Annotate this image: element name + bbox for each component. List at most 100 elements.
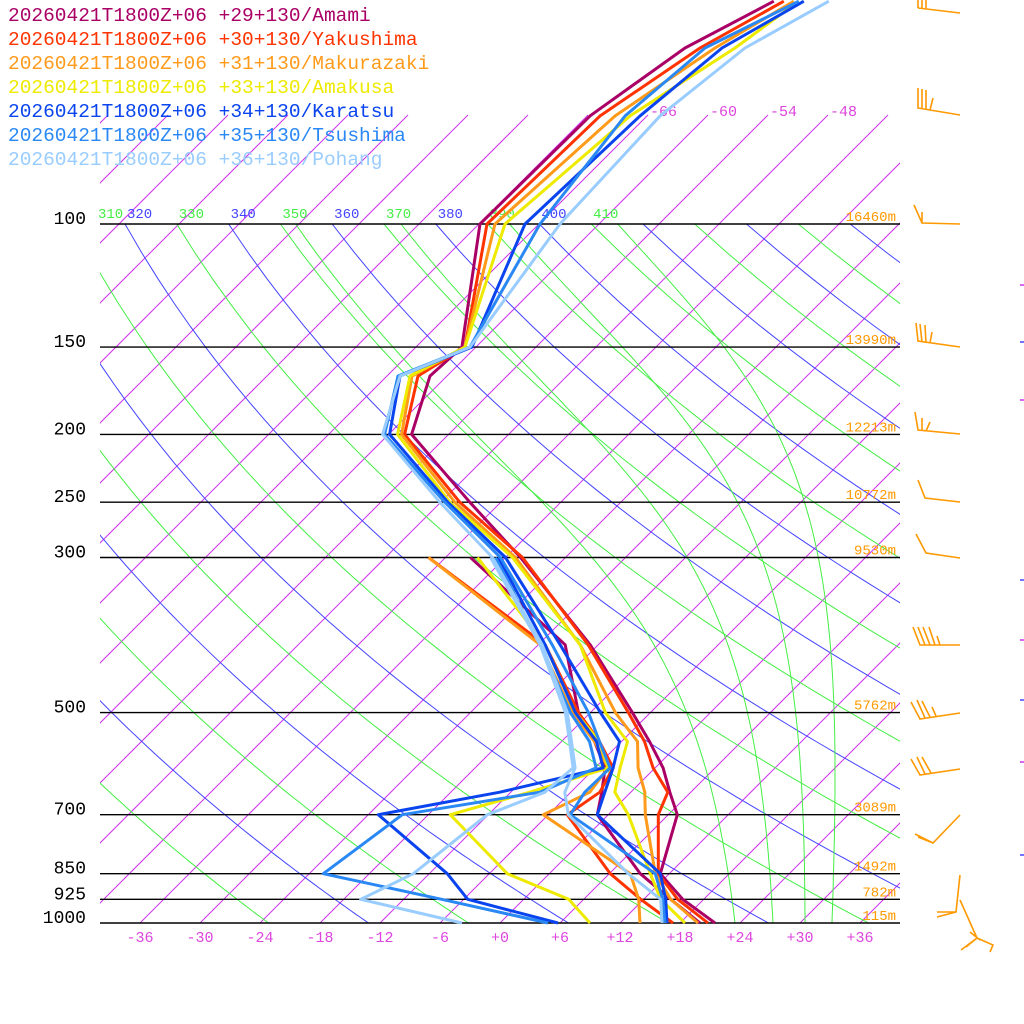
height-label: 782m xyxy=(862,885,896,901)
isotherm-line xyxy=(100,114,469,484)
x-tick-label: +18 xyxy=(666,930,693,947)
wind-barb-icon xyxy=(910,756,961,776)
pressure-label: 700 xyxy=(54,801,86,821)
pressure-label: 250 xyxy=(54,488,86,508)
isotherm-line xyxy=(100,114,769,784)
isotherm-label: -48 xyxy=(830,104,857,121)
isotherm-label: -54 xyxy=(770,104,797,121)
pressure-label: 100 xyxy=(54,210,86,230)
dewpoint-line-amami xyxy=(469,556,701,925)
height-label: 13990m xyxy=(846,333,896,349)
theta-label: 400 xyxy=(541,207,566,223)
dry-adiabat-line xyxy=(849,223,900,264)
pressure-label: 1000 xyxy=(43,909,86,929)
legend-item-yakushima: 20260421T1800Z+06 +30+130/Yakushima xyxy=(8,29,418,51)
temperature-line-makurazaki xyxy=(400,0,795,925)
theta-label: 330 xyxy=(179,207,204,223)
edge-ticks xyxy=(1020,284,1024,856)
wind-barb-icon xyxy=(914,814,961,844)
x-tick-label: +12 xyxy=(606,930,633,947)
pressure-label: 850 xyxy=(54,860,86,880)
moist-adiabat-line xyxy=(400,223,774,923)
theta-label: 340 xyxy=(231,207,256,223)
x-tick-label: -6 xyxy=(431,930,449,947)
pressure-label: 150 xyxy=(54,333,86,353)
theta-label: 350 xyxy=(282,207,307,223)
wind-barb-icon xyxy=(936,874,961,918)
x-tick-label: +24 xyxy=(726,930,753,947)
theta-labels: 310 320 330 340 350 360 370 380 390 400 410 xyxy=(98,207,618,223)
moist-adiabat-line xyxy=(617,223,836,923)
isotherm-line xyxy=(439,462,900,923)
isotherm-line xyxy=(100,114,229,244)
height-label: 3089m xyxy=(854,801,896,817)
x-tick-label: -36 xyxy=(126,930,153,947)
dry-adiabat-line xyxy=(746,223,900,346)
isotherm-line xyxy=(679,702,900,923)
theta-label: 410 xyxy=(593,207,618,223)
legend: 20260421T1800Z+06 +29+130/Amami 20260421… xyxy=(8,4,429,172)
pressure-label: 300 xyxy=(54,544,86,564)
theta-label: 360 xyxy=(334,207,359,223)
height-label: 5762m xyxy=(854,699,896,715)
x-tick-label: -12 xyxy=(366,930,393,947)
dry-adiabat-line xyxy=(797,223,900,305)
dewpoint-line-pohang xyxy=(359,556,575,925)
x-tick-label: -30 xyxy=(186,930,213,947)
dry-adiabat-line xyxy=(642,223,900,429)
wind-barbs xyxy=(910,0,995,953)
isotherm-line xyxy=(559,582,900,923)
temperature-line-tsushima xyxy=(383,0,800,924)
isotherm-line xyxy=(619,642,900,923)
x-tick-label: +0 xyxy=(491,930,509,947)
legend-item-amakusa: 20260421T1800Z+06 +33+130/Amakusa xyxy=(8,77,395,99)
x-tick-label: -18 xyxy=(306,930,333,947)
wind-barb-icon xyxy=(917,88,961,116)
theta-label: 320 xyxy=(127,207,152,223)
isotherm-line xyxy=(199,222,900,923)
height-label: 16460m xyxy=(846,210,896,226)
isotherm-line xyxy=(259,282,900,923)
x-tick-label: -24 xyxy=(246,930,273,947)
height-label: 115m xyxy=(862,909,896,925)
legend-item-karatsu: 20260421T1800Z+06 +34+130/Karatsu xyxy=(8,101,395,123)
isotherm-line xyxy=(100,114,589,604)
isotherm-line xyxy=(100,114,709,724)
dry-adiabat-line xyxy=(590,223,900,472)
dry-adiabat-line xyxy=(228,223,900,790)
wind-barb-icon xyxy=(917,0,961,14)
isotherm-line xyxy=(100,114,409,424)
wind-barb-icon xyxy=(914,411,961,435)
wind-barb-icon xyxy=(917,479,961,503)
dry-adiabat-line xyxy=(694,223,900,387)
sounding-series xyxy=(321,0,830,925)
height-label: 1492m xyxy=(854,860,896,876)
wind-barb-icon xyxy=(959,899,995,953)
pressure-label: 925 xyxy=(54,885,86,905)
wind-barb-icon xyxy=(913,204,961,225)
dry-adiabat-line xyxy=(954,224,1024,923)
theta-label: 380 xyxy=(438,207,463,223)
legend-item-tsushima: 20260421T1800Z+06 +35+130/Tsushima xyxy=(8,125,406,147)
height-label: 10772m xyxy=(846,488,896,504)
wind-barb-icon xyxy=(915,322,961,348)
wind-barb-icon xyxy=(912,626,960,646)
x-tick-label: +30 xyxy=(786,930,813,947)
dewpoint-line-karatsu xyxy=(376,556,605,925)
pressure-label: 500 xyxy=(54,699,86,719)
legend-item-pohang: 20260421T1800Z+06 +36+130/Pohang xyxy=(8,149,383,171)
wind-barb-icon xyxy=(910,699,961,720)
isotherm-line xyxy=(139,162,900,923)
theta-label: 370 xyxy=(386,207,411,223)
legend-item-amami: 20260421T1800Z+06 +29+130/Amami xyxy=(8,5,371,27)
height-label: 9530m xyxy=(854,544,896,560)
isotherm-line xyxy=(739,762,900,923)
pressure-levels xyxy=(100,223,900,924)
isotherm-line xyxy=(319,342,900,923)
isotherm-line xyxy=(0,115,48,923)
temperature-line-karatsu xyxy=(388,0,805,924)
dry-adiabats xyxy=(100,223,1024,923)
isotherm-line xyxy=(100,114,829,844)
isotherm-line xyxy=(100,114,289,304)
